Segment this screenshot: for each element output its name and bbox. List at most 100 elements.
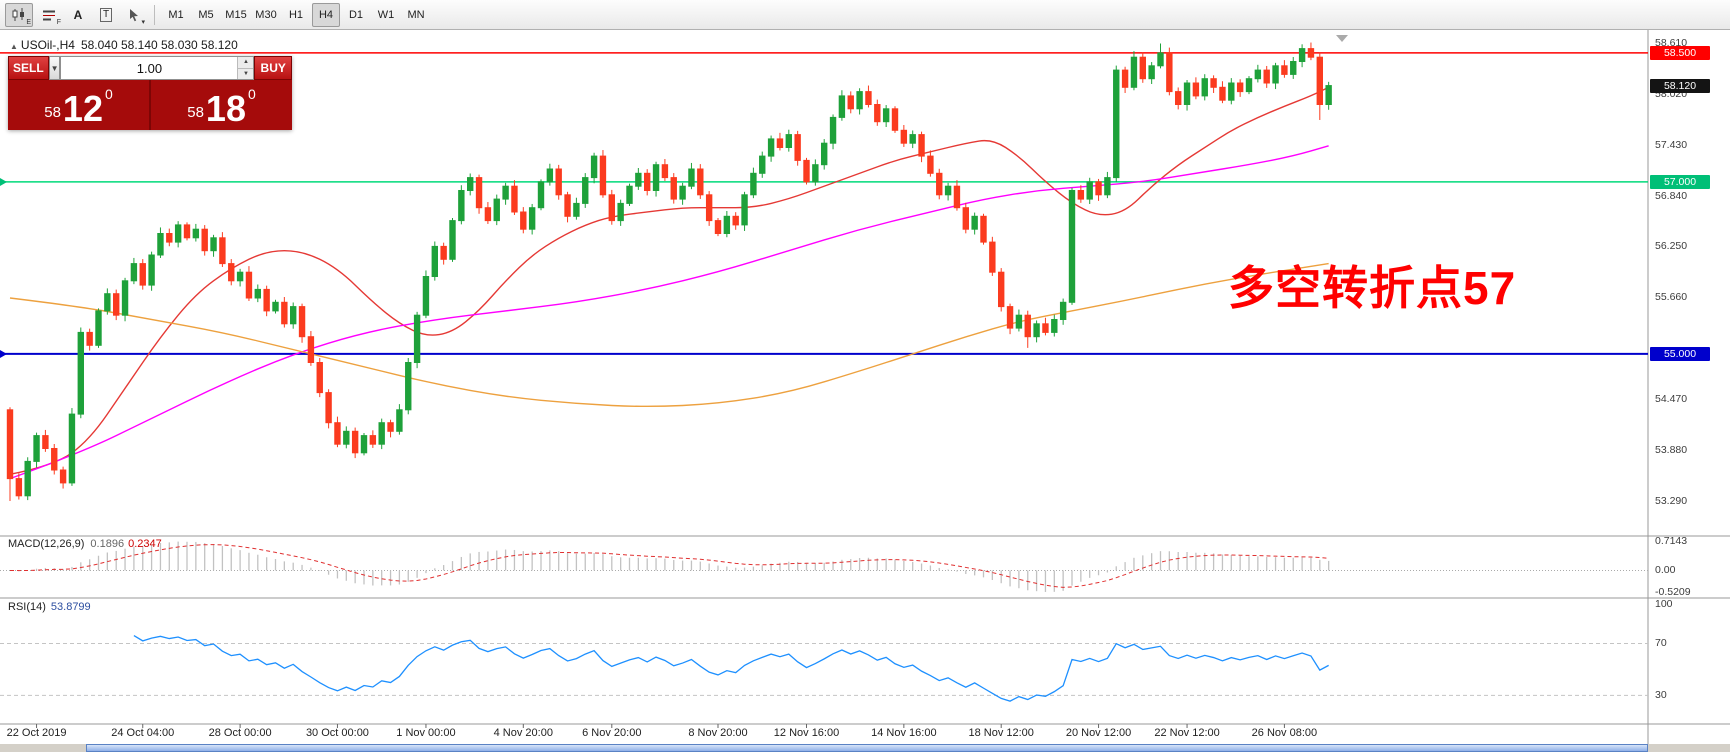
moving-averages bbox=[9, 86, 1329, 480]
time-axis-label: 22 Nov 12:00 bbox=[1154, 727, 1220, 739]
chart-annotation: 多空转折点57 bbox=[1228, 262, 1517, 314]
timeframe-M15[interactable]: M15 bbox=[222, 3, 250, 27]
macd-main-value: 0.1896 bbox=[90, 538, 125, 550]
timeframe-D1[interactable]: D1 bbox=[342, 3, 370, 27]
macd-label: MACD(12,26,9) 0.1896 0.2347 bbox=[8, 538, 162, 550]
price-line-badge: 57.000 bbox=[1650, 174, 1710, 189]
price-line-left-marker bbox=[0, 177, 7, 186]
chevron-down-icon: ▼ bbox=[50, 63, 59, 73]
macd-axis-label: -0.5209 bbox=[1655, 585, 1691, 598]
ohlc-values: 58.040 58.140 58.030 58.120 bbox=[80, 38, 238, 52]
rsi-axis-label: 30 bbox=[1655, 689, 1667, 702]
rsi-value: 53.8799 bbox=[50, 601, 91, 613]
time-axis-label: 24 Oct 04:00 bbox=[111, 727, 175, 739]
collapse-arrow-icon: ▲ bbox=[10, 42, 18, 51]
time-axis-label: 12 Nov 16:00 bbox=[773, 727, 840, 739]
candlestick-chart-icon[interactable]: E bbox=[5, 2, 33, 27]
time-axis-label: 4 Nov 20:00 bbox=[493, 727, 553, 739]
price-line-badge: 55.000 bbox=[1650, 346, 1710, 361]
price-axis-label: 54.470 bbox=[1655, 393, 1688, 406]
ma-mid-magenta bbox=[9, 145, 1329, 480]
trade-prices-row: 58 12 0 58 18 0 bbox=[8, 80, 292, 130]
price-axis-label: 53.880 bbox=[1655, 444, 1688, 457]
chart-shift-marker-icon[interactable] bbox=[1336, 35, 1348, 42]
ma-fast-red bbox=[9, 86, 1329, 475]
buy-button[interactable]: BUY bbox=[254, 56, 292, 80]
macd-panel bbox=[0, 541, 1648, 592]
toolbar: E F A T ▾ M1 M5 M15 M30 H1 H4 D1 W1 MN bbox=[0, 0, 1730, 30]
time-axis-label: 22 Oct 2019 bbox=[6, 727, 67, 739]
buy-price[interactable]: 58 18 0 bbox=[151, 80, 292, 130]
price-axis-label: 56.840 bbox=[1655, 189, 1688, 202]
price-axis-label: 53.290 bbox=[1655, 494, 1688, 507]
symbol-header: ▲ USOil-,H4 58.040 58.140 58.030 58.120 bbox=[10, 38, 238, 52]
toolbar-separator bbox=[154, 4, 155, 25]
price-lines bbox=[0, 52, 1648, 355]
timeframe-group: M1 M5 M15 M30 H1 H4 D1 W1 MN bbox=[161, 2, 431, 27]
price-axis: 58.610 58.020 57.430 56.840 56.250 55.660 54.4… bbox=[1648, 30, 1730, 744]
timeframe-MN[interactable]: MN bbox=[402, 3, 430, 27]
price-line-left-marker bbox=[0, 349, 7, 358]
timeframe-H4[interactable]: H4 bbox=[312, 2, 340, 27]
price-line-badge: 58.500 bbox=[1650, 45, 1710, 60]
macd-signal-value: 0.2347 bbox=[128, 538, 162, 550]
time-axis-label: 8 Nov 20:00 bbox=[688, 727, 748, 739]
sell-price-prefix: 58 bbox=[44, 104, 61, 121]
price-axis-label: 57.430 bbox=[1655, 138, 1688, 151]
chart-area: ▲ USOil-,H4 58.040 58.140 58.030 58.120 SE… bbox=[0, 30, 1730, 752]
price-axis-label: 56.250 bbox=[1655, 240, 1688, 253]
symbol-title: USOil-,H4 bbox=[20, 38, 75, 52]
volume-decrease-button[interactable]: ▼ bbox=[238, 68, 254, 79]
rsi-label: RSI(14) 53.8799 bbox=[8, 601, 91, 613]
time-axis: 22 Oct 2019 24 Oct 04:00 28 Oct 00:00 30 Oc… bbox=[0, 724, 1648, 744]
timeframe-M1[interactable]: M1 bbox=[162, 3, 190, 27]
text-tool-icon[interactable]: A bbox=[65, 3, 91, 27]
toolbar-icon-group: E F A T ▾ bbox=[4, 2, 148, 27]
rsi-axis-label: 70 bbox=[1655, 637, 1667, 650]
buy-price-big: 18 bbox=[205, 88, 246, 130]
label-tool-icon[interactable]: T bbox=[93, 3, 119, 27]
macd-axis-label: 0.7143 bbox=[1655, 535, 1688, 548]
scrollbar-thumb[interactable] bbox=[86, 744, 1648, 752]
rsi-panel bbox=[0, 635, 1648, 702]
rsi-axis-label: 100 bbox=[1655, 598, 1673, 611]
volume-spinner: ▲ ▼ bbox=[237, 57, 254, 79]
rsi-name: RSI(14) bbox=[8, 601, 46, 613]
time-axis-label: 6 Nov 20:00 bbox=[582, 727, 642, 739]
current-price-badge: 58.120 bbox=[1650, 78, 1710, 93]
sell-price-big: 12 bbox=[62, 88, 103, 130]
sell-price[interactable]: 58 12 0 bbox=[8, 80, 151, 130]
horizontal-scrollbar[interactable] bbox=[0, 744, 1730, 752]
ma-slow-orange bbox=[9, 262, 1329, 408]
timeframe-W1[interactable]: W1 bbox=[372, 3, 400, 27]
cursor-tools-icon[interactable]: ▾ bbox=[121, 3, 147, 27]
macd-signal-line bbox=[9, 544, 1329, 588]
timeframe-M30[interactable]: M30 bbox=[252, 3, 280, 27]
price-axis-label: 55.660 bbox=[1655, 291, 1688, 304]
rsi-line bbox=[133, 635, 1329, 702]
timeframe-M5[interactable]: M5 bbox=[192, 3, 220, 27]
volume-input[interactable] bbox=[61, 57, 238, 79]
candles bbox=[6, 42, 1332, 501]
sell-price-sup: 0 bbox=[104, 86, 113, 102]
time-axis-label: 18 Nov 12:00 bbox=[968, 727, 1034, 739]
trade-controls-row: SELL ▼ ▲ ▼ BUY bbox=[8, 56, 292, 80]
timeframe-H1[interactable]: H1 bbox=[282, 3, 310, 27]
macd-name: MACD(12,26,9) bbox=[8, 538, 85, 550]
panel-frame bbox=[0, 30, 1730, 744]
price-chart-svg[interactable] bbox=[0, 30, 1730, 752]
volume-box: ▲ ▼ bbox=[60, 56, 255, 80]
sell-button[interactable]: SELL bbox=[8, 56, 49, 80]
time-axis-label: 14 Nov 16:00 bbox=[871, 727, 937, 739]
time-axis-label: 30 Oct 00:00 bbox=[305, 727, 369, 739]
time-axis-label: 28 Oct 00:00 bbox=[208, 727, 272, 739]
time-axis-label: 1 Nov 00:00 bbox=[396, 727, 456, 739]
volume-increase-button[interactable]: ▲ bbox=[238, 57, 254, 69]
volume-dropdown-button[interactable]: ▼ bbox=[48, 56, 61, 80]
one-click-trading-panel: SELL ▼ ▲ ▼ BUY 58 12 0 58 bbox=[8, 56, 292, 130]
macd-axis-label: 0.00 bbox=[1655, 564, 1676, 577]
buy-price-prefix: 58 bbox=[187, 104, 204, 121]
indicator-list-icon[interactable]: F bbox=[35, 3, 63, 27]
time-ticks bbox=[36, 724, 1285, 728]
